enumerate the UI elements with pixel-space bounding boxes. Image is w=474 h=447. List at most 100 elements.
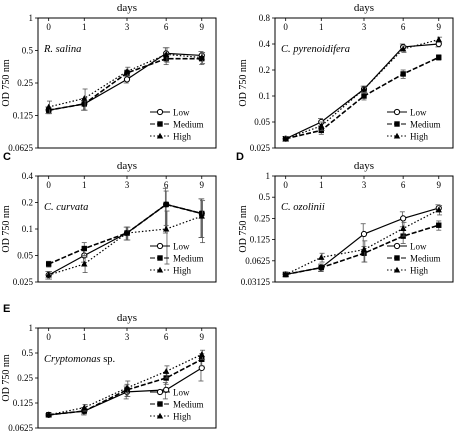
chart-title: days xyxy=(354,2,374,14)
y-tick-label: 0.0625 xyxy=(8,143,33,153)
data-point xyxy=(399,45,407,52)
x-tick-label: 0 xyxy=(46,332,51,342)
y-tick-label: 0.8 xyxy=(259,13,271,23)
x-tick-label: 3 xyxy=(125,22,130,32)
legend-label: Medium xyxy=(410,120,441,130)
data-point xyxy=(81,260,88,267)
legend-marker xyxy=(393,242,401,250)
x-tick-label: 1 xyxy=(319,180,324,190)
y-tick-label: 0.5 xyxy=(22,348,34,358)
y-axis-label: OD 750 nm xyxy=(1,205,12,252)
y-tick-label: 0.0625 xyxy=(245,256,270,266)
x-tick-label: 9 xyxy=(437,22,442,32)
chart-title: days xyxy=(117,2,137,14)
legend-label: Low xyxy=(410,108,427,118)
series-line xyxy=(285,209,440,275)
legend-label: High xyxy=(173,266,192,276)
series-high xyxy=(45,47,206,115)
data-point xyxy=(162,225,170,232)
x-tick-label: 3 xyxy=(362,22,367,32)
y-axis-label: OD 750 nm xyxy=(1,354,12,401)
data-point xyxy=(318,254,325,260)
legend-marker xyxy=(156,242,164,250)
data-point xyxy=(162,368,170,374)
legend-marker xyxy=(394,121,400,127)
y-tick-label: 0.1 xyxy=(22,224,33,234)
x-tick-label: 9 xyxy=(200,22,205,32)
data-point xyxy=(400,71,406,77)
data-point xyxy=(81,404,88,411)
y-axis-label: OD 750 nm xyxy=(238,205,249,252)
series-line xyxy=(48,358,203,416)
series-high xyxy=(282,36,443,142)
data-point xyxy=(318,122,325,129)
species-label: C. curvata xyxy=(44,202,88,213)
y-tick-label: 0.25 xyxy=(254,213,270,223)
x-tick-label: 9 xyxy=(200,180,205,190)
legend: Low Medium High xyxy=(387,108,441,142)
series-high xyxy=(45,200,206,280)
data-point xyxy=(399,225,407,231)
data-point xyxy=(198,212,205,219)
x-tick-label: 9 xyxy=(437,180,442,190)
data-point xyxy=(436,54,442,61)
series-line xyxy=(48,57,202,111)
data-point xyxy=(282,271,289,277)
y-tick-label: 0.25 xyxy=(17,78,33,88)
y-tick-label: 0.25 xyxy=(17,373,33,383)
data-point xyxy=(435,206,442,213)
x-tick-label: 1 xyxy=(82,22,87,32)
legend-label: Medium xyxy=(173,254,204,264)
legend-label: Medium xyxy=(173,120,204,130)
data-point xyxy=(163,55,169,62)
x-tick-label: 6 xyxy=(164,180,169,190)
data-point xyxy=(45,103,52,110)
y-tick-label: 0.125 xyxy=(13,111,34,121)
y-tick-label: 0.025 xyxy=(250,143,271,153)
y-tick-label: 0.5 xyxy=(22,46,34,56)
chart-title: days xyxy=(117,312,137,324)
x-tick-label: 9 xyxy=(200,332,205,342)
legend: Low Medium High xyxy=(150,108,204,142)
x-tick-label: 0 xyxy=(46,180,51,190)
x-tick-label: 6 xyxy=(401,180,406,190)
legend-marker xyxy=(156,388,164,396)
y-tick-label: 1 xyxy=(29,13,34,23)
x-tick-label: 1 xyxy=(319,22,324,32)
x-tick-label: 6 xyxy=(164,332,169,342)
legend-marker xyxy=(156,108,164,116)
x-tick-label: 0 xyxy=(283,22,288,32)
y-tick-label: 0.1 xyxy=(259,91,270,101)
legend-marker xyxy=(157,255,163,261)
y-tick-label: 0.025 xyxy=(13,277,34,287)
data-point xyxy=(361,93,367,99)
x-tick-label: 6 xyxy=(164,22,169,32)
y-tick-label: 0.03125 xyxy=(241,277,271,287)
data-point xyxy=(45,271,52,278)
series-medium xyxy=(45,53,205,115)
data-point xyxy=(435,36,442,43)
y-tick-label: 0.0625 xyxy=(8,423,33,433)
legend-label: Low xyxy=(410,242,427,252)
series-high xyxy=(45,349,206,418)
y-tick-label: 1 xyxy=(29,323,34,333)
legend-label: Low xyxy=(173,388,190,398)
legend-label: Medium xyxy=(410,254,441,264)
data-point xyxy=(45,261,52,267)
data-point xyxy=(123,76,131,83)
y-tick-label: 0.5 xyxy=(259,192,271,202)
y-tick-label: 0.2 xyxy=(259,65,270,75)
data-point xyxy=(360,246,368,253)
x-tick-label: 3 xyxy=(125,332,130,342)
legend-marker xyxy=(157,121,163,127)
x-tick-label: 6 xyxy=(401,22,406,32)
data-point xyxy=(123,384,131,391)
data-point xyxy=(361,250,367,256)
data-point xyxy=(81,245,87,252)
species-label: Cryptomonas sp. xyxy=(44,354,115,365)
chart-title: days xyxy=(354,160,374,172)
legend-label: High xyxy=(173,132,192,142)
data-point xyxy=(360,230,368,238)
data-point xyxy=(81,101,87,107)
